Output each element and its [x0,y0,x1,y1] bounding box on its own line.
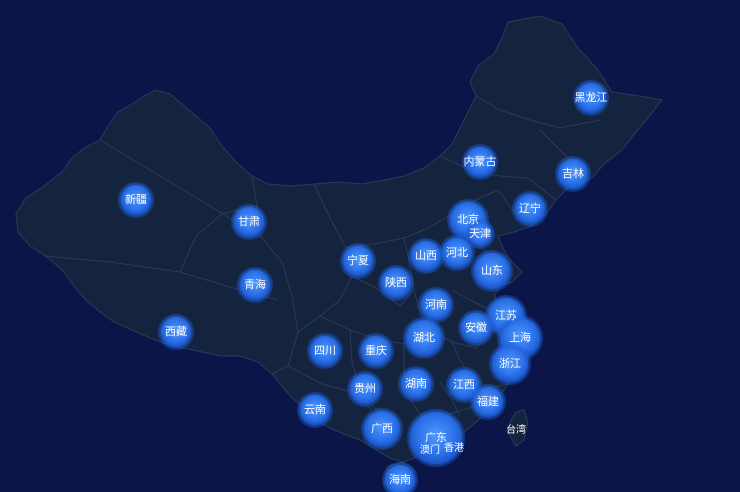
land-mass [15,15,663,491]
label-sichuan: 四川 [314,344,336,357]
label-aomen: 澳门 [420,443,440,456]
province-bubbles [118,80,609,492]
label-shaanxi: 陕西 [385,275,407,289]
label-guizhou: 贵州 [354,382,376,395]
label-qinghai: 青海 [244,277,266,291]
label-jiangxi: 江西 [453,378,475,391]
bubble-henan[interactable] [421,290,451,320]
label-taiwan: 台湾 [506,423,526,436]
label-beijing: 北京 [457,212,479,226]
label-shanghai: 上海 [509,330,531,344]
bubble-guangdong[interactable] [410,412,462,464]
label-shanxi: 山西 [415,249,437,262]
bubble-guangxi[interactable] [364,411,400,447]
label-hainan: 海南 [389,472,411,486]
bubble-qinghai[interactable] [240,270,270,300]
bubble-hainan[interactable] [385,465,415,492]
bubble-shanxi[interactable] [411,241,441,271]
label-guangdong: 广东 [425,431,447,444]
label-hunan: 湖南 [405,377,427,390]
bubble-hunan[interactable] [401,369,431,399]
bubble-sichuan[interactable] [310,336,340,366]
bubble-anhui[interactable] [461,313,491,343]
label-xinjiang: 新疆 [125,192,147,206]
label-xizang: 西藏 [165,325,187,338]
bubble-chongqing[interactable] [361,336,391,366]
bubble-liaoning[interactable] [515,194,545,224]
label-neimenggu: 内蒙古 [464,154,497,168]
bubble-ningxia[interactable] [343,246,373,276]
bubble-guizhou[interactable] [350,374,380,404]
china-outline [15,15,663,463]
label-liaoning: 辽宁 [519,201,541,215]
taiwan-island [509,409,529,447]
label-heilongjiang: 黑龙江 [575,91,608,104]
bubble-xinjiang[interactable] [121,185,151,215]
label-gansu: 甘肃 [238,215,260,228]
label-guangxi: 广西 [371,422,393,435]
label-shandong: 山东 [481,264,503,277]
bubble-yunnan[interactable] [300,395,330,425]
bubble-shandong[interactable] [474,253,510,289]
bubble-shaanxi[interactable] [381,268,411,298]
label-jiangsu: 江苏 [495,309,517,322]
province-borders [43,95,601,417]
label-henan: 河南 [425,298,447,311]
bubble-hubei[interactable] [406,320,442,356]
label-xianggang: 香港 [444,442,464,454]
label-hubei: 湖北 [413,331,435,344]
bubble-xizang[interactable] [161,317,191,347]
label-anhui: 安徽 [465,320,487,334]
bubble-jiangxi[interactable] [449,370,479,400]
bubble-heilongjiang[interactable] [576,83,606,113]
label-jilin: 吉林 [562,166,584,180]
label-ningxia: 宁夏 [347,253,369,267]
bubble-hebei[interactable] [442,238,472,268]
bubble-zhejiang[interactable] [492,346,528,382]
label-zhejiang: 浙江 [499,357,521,370]
label-yunnan: 云南 [304,403,326,416]
label-tianjin: 天津 [469,227,491,240]
bubble-jilin[interactable] [558,159,588,189]
bubble-tianjin[interactable] [468,222,492,246]
bubble-fujian[interactable] [473,387,503,417]
label-chongqing: 重庆 [365,343,387,357]
label-hebei: 河北 [446,246,468,259]
label-fujian: 福建 [477,394,499,408]
bubble-neimenggu[interactable] [465,147,495,177]
bubble-gansu[interactable] [234,207,264,237]
